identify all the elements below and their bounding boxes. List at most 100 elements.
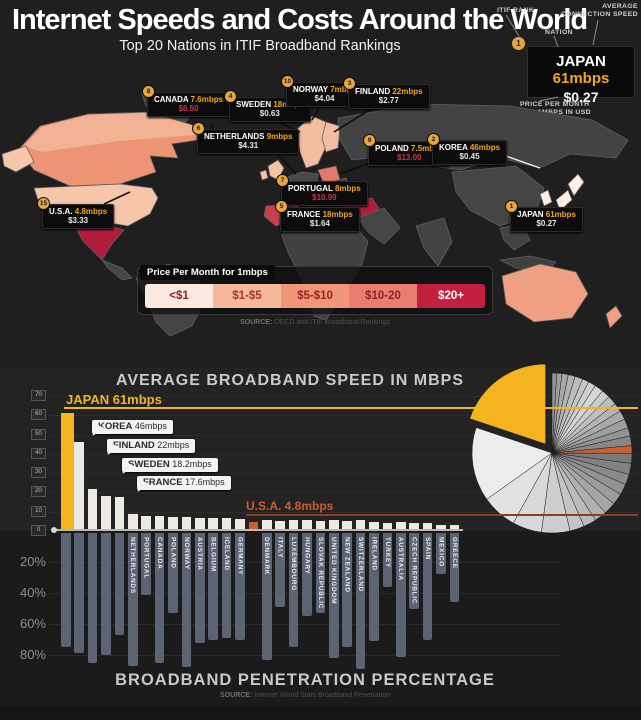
pen-label-hungary: HUNGARY [303,537,311,575]
map-callout-portugal: PORTUGAL 8mbps $10.99 [281,181,368,206]
pen-bar-ireland [369,533,379,642]
pen-ytick-20: 20% [19,554,46,569]
rank-badge-finland: 3 [343,77,356,90]
annotation-line-u-s-a [246,514,638,516]
map-japan [555,173,585,211]
map-callout-japan: JAPAN 61mbps $0.27 [510,207,583,232]
rank-badge-france: 5 [275,200,288,213]
pen-bar-france [114,533,125,635]
pen-label-austria: AUSTRIA [196,537,204,571]
key-example-price: $0.27 [563,89,599,105]
map-new-zealand [605,305,623,329]
gridline-50 [50,434,641,436]
key-rank-badge: 1 [512,37,525,50]
pen-bar-finland [87,533,98,663]
speed-bar-switzerland [355,520,366,531]
pen-label-poland: POLAND [169,537,177,569]
speed-bar-finland [87,488,98,531]
annotation-japan: JAPAN 61mbps [66,392,162,407]
map-mexico [75,223,125,261]
map-australia [501,263,589,323]
gridline-40 [50,453,641,455]
pen-bar-switzerland [355,533,366,669]
key-example-nation: JAPAN [556,53,606,70]
callout-country-speed: KOREA 46mbps [439,143,501,152]
rank-badge-canada: 8 [142,85,155,98]
rank-badge-usa: 15 [37,197,50,210]
callout-country-speed: POLAND 7.5mbps [375,144,444,153]
callout-country-speed: FINLAND 22mbps [355,87,423,96]
pen-bar-denmark [262,533,272,660]
speed-ytick-20: 20 [31,486,46,498]
speed-ytick-10: 10 [31,505,46,517]
pen-bar-netherlands [128,533,138,666]
pie-slice-greece [551,372,558,454]
pen-bar-new-zealand [342,533,352,648]
pen-bar-canada [154,533,165,663]
pen-label-denmark: DENMARK [263,537,271,576]
pen-label-norway: NORWAY [182,537,190,570]
pen-label-greece: GREECE [450,537,458,569]
penetration-chart-title: BROADBAND PENETRATION PERCENTAGE [115,671,495,689]
pen-bar-japan [61,533,71,648]
speed-bar-japan [61,413,74,531]
pen-bar-mexico [436,533,446,575]
pen-bar-iceland [221,533,232,638]
pen-bar-sweden [101,533,111,655]
map-korea [539,189,553,207]
callout-country-speed: JAPAN 61mbps [517,210,576,219]
speed-bar-luxembourg [288,519,299,531]
map-ireland [259,169,269,181]
rank-badge-korea: 2 [427,133,440,146]
pen-gridline-60 [50,624,560,625]
annotation-finland: FINLAND 22mbps [107,439,196,453]
footer-band [0,706,641,720]
pen-bar-luxembourg [288,533,299,648]
speed-share-pie-chart [469,363,633,534]
key-price-label: PRICE PER MONTH FOR 1MBPS IN USD [520,101,591,116]
map-callout-france: FRANCE 18mbps $1.64 [280,207,360,232]
callout-country-speed: FRANCE 18mbps [287,210,353,219]
map-central-america [100,259,133,281]
world-map [1,92,629,337]
speed-ytick-70: 70 [31,389,46,401]
key-speed-label: AVERAGE CONNECTION SPEED [560,3,638,18]
pen-bar-greece [449,533,460,603]
pen-bar-slovak-republic [315,533,326,614]
map-source: SOURCE: OECD and ITIF Broadband Rankings [240,319,390,326]
pen-bar-turkey [382,533,393,587]
speed-bar-slovak-republic [315,520,326,531]
pen-label-germany: GERMANY [236,537,244,576]
pen-gridline-80 [50,655,560,656]
map-middle-east [357,207,401,245]
callout-country-speed: U.S.A. 4.8mbps [49,207,108,216]
pen-label-switzerland: SWITZERLAND [357,537,364,592]
pen-label-spain: SPAIN [424,537,431,560]
speed-bar-spain [422,523,433,531]
map-india [415,217,453,267]
legend-band--1-5: $1-$5 [213,284,281,308]
speed-bar-turkey [382,523,393,531]
speed-ytick-30: 30 [31,467,46,479]
speed-bar-iceland [221,517,232,531]
speed-bar-france [114,497,125,531]
callout-price: $4.31 [238,141,259,150]
gridline-60 [50,415,641,417]
map-callout-korea: KOREA 46mbps $0.45 [432,140,508,165]
callout-country-speed: CANADA 7.6mbps [154,95,224,104]
pen-label-iceland: ICELAND [223,537,230,571]
gridline-10 [50,511,641,513]
price-legend-title: Price Per Month for 1mbps [140,265,275,280]
gridline-30 [50,473,641,475]
pen-label-portugal: PORTUGAL [142,537,150,580]
legend-band--10-20: $10-20 [349,284,417,308]
pen-label-italy: ITALY [276,537,284,559]
map-finland [321,121,341,153]
price-legend-bands: <$1 $1-$5 $5-$10 $10-20 $20+ [145,284,485,308]
key-example-callout: JAPAN 61mbps $0.27 [527,46,635,105]
callout-country-speed: PORTUGAL 8mbps [288,184,361,193]
pen-label-slovak-republic: SLOVAK REPUBLIC [316,537,324,610]
pen-label-luxembourg: LUXEMBOURG [290,537,297,591]
pen-bar-korea [74,533,84,654]
pen-bar-portugal [141,533,151,595]
